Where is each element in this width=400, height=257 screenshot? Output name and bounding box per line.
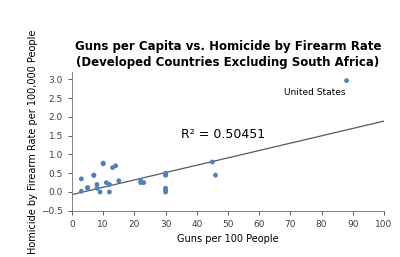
Point [106, 190, 113, 194]
Point [94, 186, 100, 190]
Point [100, 161, 106, 165]
Point [162, 173, 169, 177]
Point [343, 79, 350, 83]
Title: Guns per Capita vs. Homicide by Firearm Rate
(Developed Countries Excluding Sout: Guns per Capita vs. Homicide by Firearm … [75, 40, 381, 69]
Text: R² = 0.50451: R² = 0.50451 [181, 127, 265, 141]
Y-axis label: Homicide by Firearm Rate per 100,000 People: Homicide by Firearm Rate per 100,000 Peo… [28, 29, 38, 254]
Point [78, 189, 84, 193]
Point [138, 181, 144, 185]
Point [138, 179, 144, 183]
Point [109, 166, 116, 170]
Point [103, 181, 110, 185]
Point [162, 186, 169, 190]
Point [212, 173, 219, 177]
Point [162, 171, 169, 175]
Text: United States: United States [284, 88, 346, 97]
X-axis label: Guns per 100 People: Guns per 100 People [177, 234, 279, 244]
Point [112, 164, 119, 168]
Point [162, 188, 169, 192]
Point [78, 177, 84, 181]
Point [91, 173, 97, 178]
Point [162, 173, 169, 177]
Point [106, 182, 113, 187]
Point [84, 186, 91, 190]
Point [91, 173, 97, 177]
Point [162, 190, 169, 194]
Point [94, 182, 100, 187]
Point [116, 179, 122, 183]
Point [209, 160, 216, 164]
Point [97, 190, 103, 194]
Point [84, 186, 91, 190]
Point [140, 181, 147, 185]
Point [100, 162, 106, 166]
